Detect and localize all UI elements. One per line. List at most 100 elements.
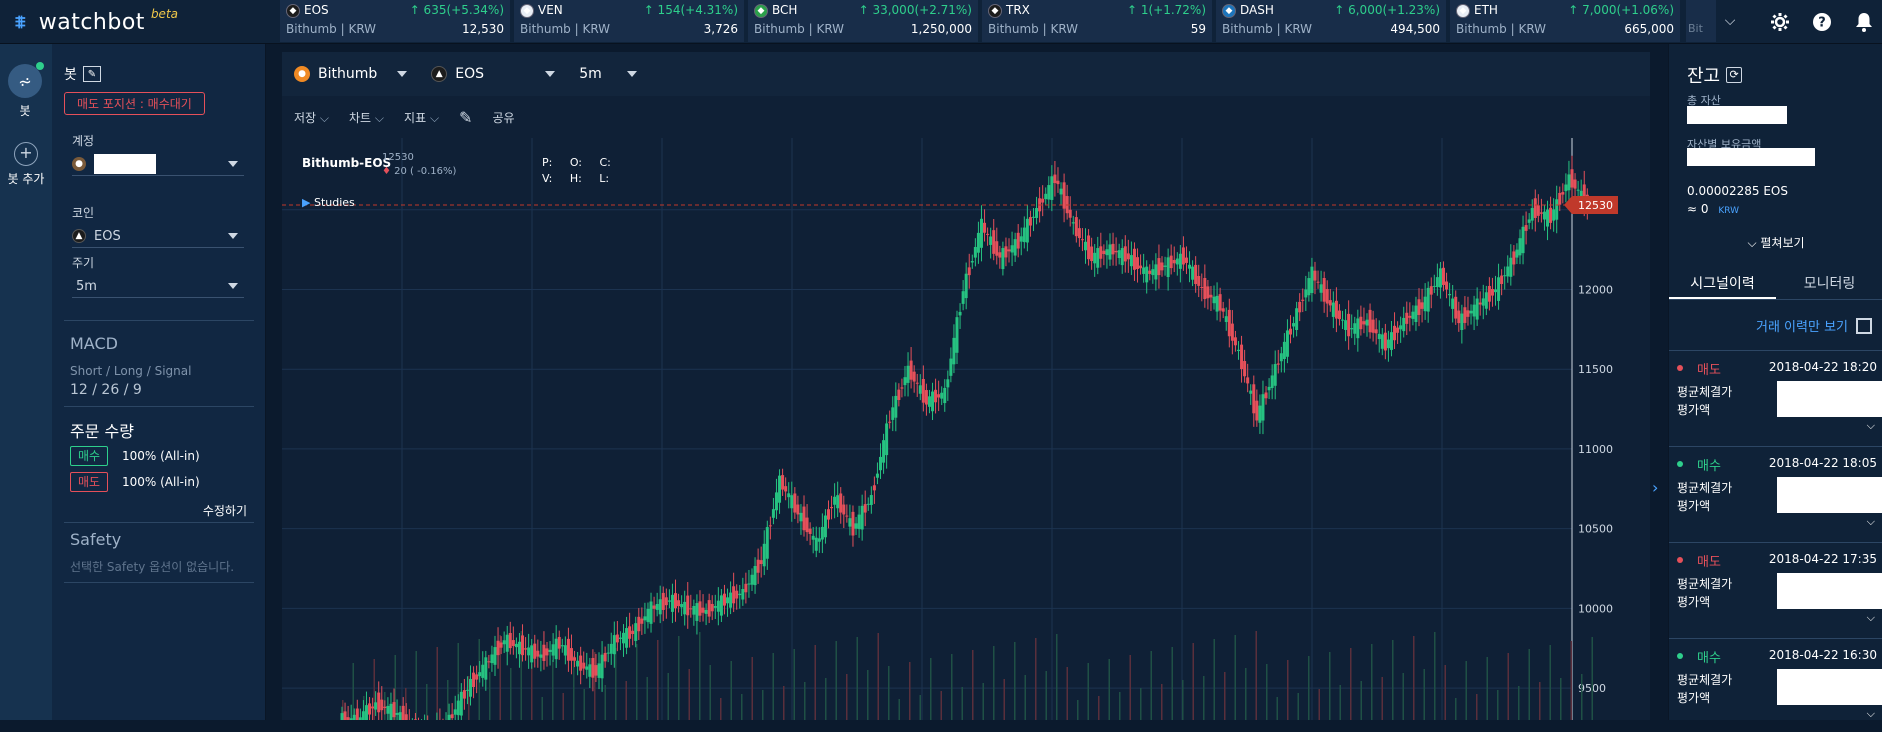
ticker-ven[interactable]: ◆ VEN ↑ 154(+4.31%) Bithumb | KRW 3,726	[514, 0, 744, 42]
candle-body	[979, 218, 983, 248]
candle-body	[973, 246, 977, 258]
save-menu[interactable]: 저장	[294, 109, 329, 126]
candle-body	[961, 291, 965, 304]
indicator-menu[interactable]: 지표	[404, 109, 439, 126]
coin-field[interactable]: 코인 ▲ EOS	[72, 204, 244, 248]
candle-body	[986, 233, 990, 235]
candle-body	[1570, 169, 1574, 188]
candle-body	[765, 527, 769, 559]
ticker-change: ↑ 154(+4.31%)	[643, 3, 738, 17]
candle-body	[1451, 298, 1455, 309]
pencil-icon[interactable]: ✎	[459, 107, 473, 127]
account-field[interactable]: 계정 ●	[72, 132, 244, 176]
bot-title-text: 봇	[64, 67, 77, 83]
period-field[interactable]: 주기 5m	[72, 254, 244, 298]
candle-body	[625, 628, 629, 648]
share-button[interactable]: 공유	[492, 110, 515, 125]
signal-item[interactable]: 매도 2018-04-22 18:20 평균체결가 평가액 ⌵	[1669, 350, 1882, 444]
exchange-select[interactable]: ● Bithumb	[294, 66, 408, 82]
volume-bar	[1161, 684, 1163, 720]
checkbox[interactable]	[1856, 317, 1872, 334]
volume-bar	[531, 664, 533, 720]
candle-body	[732, 586, 736, 604]
chevron-down-icon[interactable]: ⌵	[1866, 419, 1875, 432]
candle-body	[511, 640, 515, 646]
gear-icon[interactable]	[1766, 8, 1794, 36]
krw-unit: KRW	[1718, 206, 1740, 216]
volume-bar	[625, 681, 627, 720]
chevron-down-icon[interactable]: ⌵	[1866, 611, 1875, 624]
candle-body	[533, 643, 537, 659]
candle-body	[1139, 265, 1143, 269]
candle-body	[1365, 319, 1369, 326]
volume-bar	[468, 676, 470, 720]
tab-signals[interactable]: 시그널이력	[1669, 268, 1776, 299]
volume-bar	[1549, 645, 1551, 720]
logo[interactable]: ⩨ watchbot beta	[8, 7, 178, 36]
candle-body	[1542, 211, 1546, 220]
ticker-change: ↑ 6,000(+1.23%)	[1334, 3, 1440, 17]
edit-icon[interactable]: ✎	[82, 66, 101, 82]
ticker-eth[interactable]: ◆ ETH ↑ 7,000(+1.06%) Bithumb | KRW 665,000	[1450, 0, 1680, 42]
active-dot	[36, 62, 44, 70]
nav-bot-label: 봇	[19, 104, 31, 118]
ticker-coin: VEN	[538, 3, 563, 17]
ticker-eos[interactable]: ◆ EOS ↑ 635(+5.34%) Bithumb | KRW 12,530	[280, 0, 510, 42]
trade-only-filter[interactable]: 거래 이력만 보기	[1756, 316, 1872, 335]
chevron-down-icon[interactable]: ⌵	[1866, 707, 1875, 720]
volume-bar	[1213, 639, 1215, 720]
chart-menu[interactable]: 차트	[349, 109, 384, 126]
expand-button[interactable]: ⌵ 펼쳐보기	[1669, 234, 1882, 251]
ticker-exchange: Bithumb | KRW	[286, 22, 377, 36]
signal-item[interactable]: 매도 2018-04-22 17:35 평균체결가 평가액 ⌵	[1669, 542, 1882, 636]
chevron-right-icon[interactable]: ›	[1652, 478, 1659, 497]
nav-bot[interactable]: ⩫ 봇	[4, 62, 46, 144]
candle-body	[1059, 188, 1063, 195]
bell-icon[interactable]	[1850, 8, 1878, 36]
signal-item[interactable]: 매수 2018-04-22 16:30 평균체결가 평가액 ⌵	[1669, 638, 1882, 732]
triangle-right-icon: ▶	[302, 196, 311, 209]
candle-body	[1172, 260, 1176, 264]
candle-body	[563, 645, 567, 656]
trx-icon: ◆	[988, 4, 1002, 18]
ticker-bch[interactable]: ◆ BCH ↑ 33,000(+2.71%) Bithumb | KRW 1,250,0…	[748, 0, 978, 42]
candle-body	[689, 608, 693, 610]
candle-body	[1454, 296, 1458, 319]
candle-body	[1166, 257, 1170, 278]
candle-body	[1295, 308, 1299, 330]
candle-body	[1325, 289, 1329, 304]
coin-select[interactable]: ▲ EOS	[431, 66, 556, 82]
help-icon[interactable]: ?	[1808, 8, 1836, 36]
candle-body	[1215, 295, 1219, 312]
ticker-exchange: Bithumb | KRW	[754, 22, 845, 36]
candle-body	[677, 600, 681, 607]
ticker-dash[interactable]: ◆ DASH ↑ 6,000(+1.23%) Bithumb | KRW 494,500	[1216, 0, 1446, 42]
candle-body	[830, 506, 834, 509]
candle-body	[967, 267, 971, 276]
nav-add-bot[interactable]: + 봇 추가	[0, 142, 52, 187]
edit-order-link[interactable]: 수정하기	[202, 504, 247, 518]
refresh-icon[interactable]: ⟳	[1726, 67, 1743, 83]
chevron-down-icon[interactable]: ⌵	[1724, 13, 1736, 29]
signal-item[interactable]: 매수 2018-04-22 18:05 평균체결가 평가액 ⌵	[1669, 446, 1882, 540]
chart-symbol: Bithumb-EOS	[302, 156, 392, 170]
candle-body	[521, 635, 525, 656]
chevron-down-icon[interactable]: ⌵	[1866, 515, 1875, 528]
candle-body	[380, 699, 384, 711]
candle-body	[603, 652, 607, 662]
candle-body	[1252, 384, 1256, 414]
candle-body	[475, 674, 479, 680]
volume-bar	[835, 641, 837, 720]
volume-bar	[699, 632, 701, 720]
candle-body	[545, 648, 549, 656]
tab-monitoring[interactable]: 모니터링	[1803, 276, 1856, 292]
interval-select[interactable]: 5m	[579, 66, 638, 82]
volume-bar	[426, 684, 428, 720]
volume-bar	[1455, 698, 1457, 720]
ticker-trx[interactable]: ◆ TRX ↑ 1(+1.72%) Bithumb | KRW 59	[982, 0, 1212, 42]
candle-body	[1564, 184, 1568, 192]
studies-toggle[interactable]: ▶ Studies	[302, 196, 355, 209]
indicator-title: MACD	[70, 334, 118, 353]
price-chart[interactable]: 950010000105001100011500120001250012530	[282, 138, 1650, 720]
ticker-price: 1,250,000	[910, 22, 972, 36]
